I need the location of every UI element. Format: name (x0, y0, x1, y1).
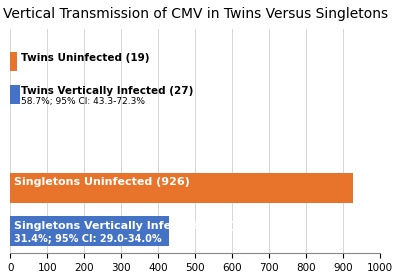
Text: Twins Uninfected (19): Twins Uninfected (19) (21, 53, 150, 63)
Bar (10, 173, 353, 203)
Text: Singletons Vertically Infected (429): Singletons Vertically Infected (429) (14, 221, 236, 231)
Bar (10, 85, 20, 104)
Text: 58.7%; 95% CI: 43.3-72.3%: 58.7%; 95% CI: 43.3-72.3% (21, 97, 145, 106)
Text: 31.4%; 95% CI: 29.0-34.0%: 31.4%; 95% CI: 29.0-34.0% (14, 234, 162, 244)
Bar (10, 52, 17, 71)
Title: Vertical Transmission of CMV in Twins Versus Singletons: Vertical Transmission of CMV in Twins Ve… (2, 7, 388, 21)
Bar (10, 216, 169, 246)
Text: Singletons Uninfected (926): Singletons Uninfected (926) (14, 177, 190, 187)
Text: Twins Vertically Infected (27): Twins Vertically Infected (27) (21, 86, 194, 96)
